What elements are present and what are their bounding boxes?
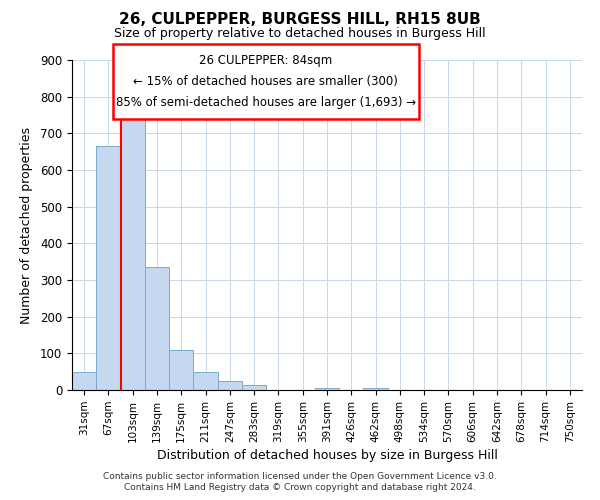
Bar — [96, 146, 121, 390]
Text: 85% of semi-detached houses are larger (1,693) →: 85% of semi-detached houses are larger (… — [116, 96, 416, 109]
Bar — [72, 372, 96, 390]
X-axis label: Distribution of detached houses by size in Burgess Hill: Distribution of detached houses by size … — [157, 449, 497, 462]
Bar — [242, 384, 266, 390]
Text: Contains HM Land Registry data © Crown copyright and database right 2024.: Contains HM Land Registry data © Crown c… — [124, 484, 476, 492]
Bar — [364, 388, 388, 390]
Bar — [315, 388, 339, 390]
FancyBboxPatch shape — [113, 44, 419, 120]
Bar — [169, 350, 193, 390]
Text: ← 15% of detached houses are smaller (300): ← 15% of detached houses are smaller (30… — [133, 75, 398, 88]
Y-axis label: Number of detached properties: Number of detached properties — [20, 126, 33, 324]
Bar — [218, 381, 242, 390]
Text: 26 CULPEPPER: 84sqm: 26 CULPEPPER: 84sqm — [199, 54, 332, 66]
Text: Size of property relative to detached houses in Burgess Hill: Size of property relative to detached ho… — [114, 28, 486, 40]
Text: Contains public sector information licensed under the Open Government Licence v3: Contains public sector information licen… — [103, 472, 497, 481]
Text: 26, CULPEPPER, BURGESS HILL, RH15 8UB: 26, CULPEPPER, BURGESS HILL, RH15 8UB — [119, 12, 481, 28]
Bar — [145, 267, 169, 390]
Bar — [193, 372, 218, 390]
Bar — [121, 115, 145, 390]
